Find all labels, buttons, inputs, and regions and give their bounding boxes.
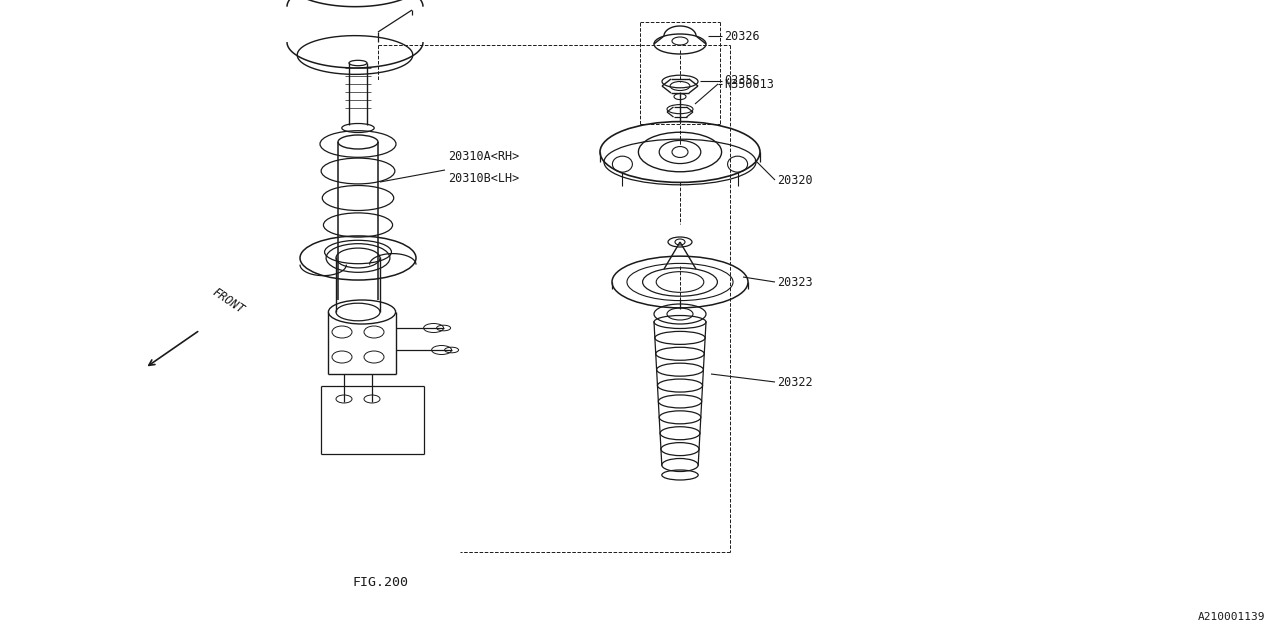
Text: 20310B<LH>: 20310B<LH> (448, 172, 520, 184)
Text: FIG.200: FIG.200 (352, 575, 408, 589)
Text: N350013: N350013 (724, 77, 774, 90)
Text: 20322: 20322 (777, 376, 813, 388)
Text: 20326: 20326 (724, 29, 759, 42)
Text: 0235S: 0235S (724, 74, 759, 88)
Text: 20323: 20323 (777, 275, 813, 289)
Text: 20320: 20320 (777, 173, 813, 186)
Text: FRONT: FRONT (210, 285, 247, 316)
Text: A210001139: A210001139 (1198, 612, 1265, 622)
Text: 20310A<RH>: 20310A<RH> (448, 150, 520, 163)
